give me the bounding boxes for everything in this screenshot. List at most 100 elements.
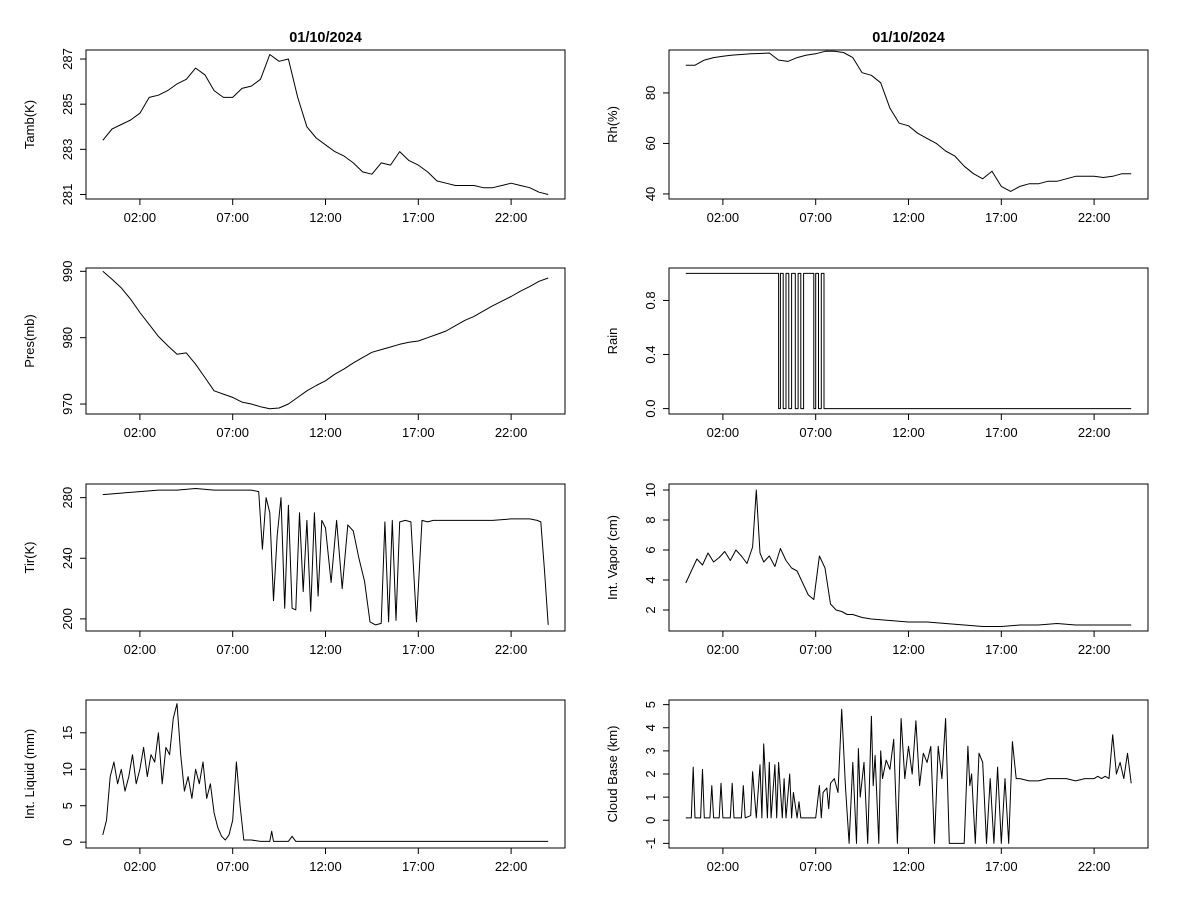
x-tick-label: 02:00	[707, 859, 740, 874]
series-line	[102, 54, 549, 195]
x-tick-label: 17:00	[402, 210, 435, 225]
series-line	[102, 703, 549, 842]
y-tick-label: -1	[643, 838, 658, 850]
plot-frame	[668, 267, 1149, 415]
x-tick-label: 02:00	[707, 210, 740, 225]
x-tick-label: 02:00	[124, 210, 157, 225]
column-title-right: 01/10/2024	[872, 30, 945, 46]
y-tick-label: 8	[643, 516, 658, 523]
x-tick-label: 17:00	[402, 642, 435, 657]
series-line	[685, 50, 1132, 192]
x-tick-label: 07:00	[799, 210, 832, 225]
plot-frame	[668, 483, 1149, 632]
series-line	[102, 270, 549, 410]
y-tick-label: 60	[643, 136, 658, 150]
x-tick-label: 02:00	[124, 425, 157, 440]
y-axis-title: Tir(K)	[22, 541, 37, 573]
y-tick-label: 4	[643, 576, 658, 583]
x-tick-label: 17:00	[985, 210, 1018, 225]
x-tick-label: 07:00	[216, 425, 249, 440]
y-axis-title: Rh(%)	[605, 106, 620, 143]
y-tick-label: 0	[643, 817, 658, 824]
y-axis-title: Int. Vapor (cm)	[605, 515, 620, 600]
x-tick-label: 17:00	[985, 425, 1018, 440]
x-tick-label: 07:00	[216, 210, 249, 225]
y-tick-label: 970	[60, 393, 75, 415]
x-tick-label: 22:00	[495, 859, 528, 874]
panel-1: 02:00 07:00 12:00 17:00 22:00 40 60 80 Rh(%)	[605, 49, 1149, 225]
x-tick-label: 22:00	[1078, 425, 1111, 440]
x-tick-label: 17:00	[985, 859, 1018, 874]
panel-5: 02:00 07:00 12:00 17:00 22:00 2 4 6 8 10 Int. Vapo…	[605, 483, 1149, 657]
x-tick-label: 07:00	[216, 859, 249, 874]
x-tick-label: 12:00	[309, 642, 342, 657]
y-tick-label: 285	[60, 93, 75, 115]
x-tick-label: 17:00	[402, 859, 435, 874]
y-axis-title: Tamb(K)	[22, 100, 37, 149]
plot-frame	[85, 699, 566, 849]
y-tick-label: 1	[643, 794, 658, 801]
y-axis-title: Rain	[605, 328, 620, 355]
y-tick-label: 2	[643, 770, 658, 777]
y-tick-label: 980	[60, 327, 75, 349]
y-tick-label: 40	[643, 187, 658, 201]
x-tick-label: 22:00	[495, 642, 528, 657]
x-tick-label: 07:00	[799, 859, 832, 874]
y-axis-title: Int. Liquid (mm)	[22, 729, 37, 819]
x-tick-label: 02:00	[124, 642, 157, 657]
x-tick-label: 22:00	[495, 210, 528, 225]
series-line	[102, 488, 549, 626]
y-tick-label: 240	[60, 547, 75, 569]
plot-frame	[85, 267, 566, 415]
x-tick-label: 12:00	[892, 210, 925, 225]
plot-frame	[85, 49, 566, 200]
series-line	[685, 708, 1132, 844]
y-tick-label: 990	[60, 260, 75, 282]
y-tick-label: 280	[60, 487, 75, 509]
x-tick-label: 17:00	[402, 425, 435, 440]
y-tick-label: 4	[643, 724, 658, 731]
y-tick-label: 200	[60, 608, 75, 630]
x-tick-label: 12:00	[892, 642, 925, 657]
series-line	[685, 272, 1132, 410]
panel-2: 02:00 07:00 12:00 17:00 22:00 970 980 990 Pres(m…	[22, 260, 566, 440]
x-tick-label: 07:00	[216, 642, 249, 657]
x-tick-label: 07:00	[799, 425, 832, 440]
column-title-left: 01/10/2024	[289, 30, 362, 46]
panel-3: 02:00 07:00 12:00 17:00 22:00 0.0 0.4 0.8 Rain	[605, 267, 1149, 440]
y-tick-label: 0.0	[643, 400, 658, 418]
panel-4: 02:00 07:00 12:00 17:00 22:00 200 240 280 Tir(K)	[22, 483, 566, 657]
x-tick-label: 17:00	[985, 642, 1018, 657]
y-tick-label: 10	[60, 762, 75, 776]
y-tick-label: 2	[643, 606, 658, 613]
y-tick-label: 287	[60, 48, 75, 70]
series-line	[685, 489, 1132, 627]
x-tick-label: 12:00	[892, 859, 925, 874]
y-axis-title: Pres(mb)	[22, 314, 37, 367]
x-tick-label: 02:00	[707, 425, 740, 440]
x-tick-label: 12:00	[892, 425, 925, 440]
x-tick-label: 22:00	[1078, 642, 1111, 657]
x-tick-label: 22:00	[495, 425, 528, 440]
y-tick-label: 5	[60, 802, 75, 809]
y-tick-label: 6	[643, 546, 658, 553]
y-tick-label: 0.8	[643, 291, 658, 309]
x-tick-label: 02:00	[707, 642, 740, 657]
y-tick-label: 0.4	[643, 345, 658, 363]
plot-frame	[668, 699, 1149, 849]
y-axis-title: Cloud Base (km)	[605, 726, 620, 823]
plot-frame	[85, 483, 566, 632]
y-tick-label: 10	[643, 483, 658, 497]
panel-6: 02:00 07:00 12:00 17:00 22:00 0 5 10 15 Int. Liqu…	[22, 699, 566, 874]
panel-7: 02:00 07:00 12:00 17:00 22:00 -1 0 1 2 3 4 5 Cloud B…	[605, 699, 1149, 874]
x-tick-label: 22:00	[1078, 210, 1111, 225]
x-tick-label: 22:00	[1078, 859, 1111, 874]
y-tick-label: 15	[60, 726, 75, 740]
panels: 02:00 07:00 12:00 17:00 22:00 2 8 1 283 285 287 Tam…	[22, 48, 1149, 874]
x-tick-label: 12:00	[309, 210, 342, 225]
x-tick-label: 02:00	[124, 859, 157, 874]
x-tick-label: 12:00	[309, 425, 342, 440]
y-tick-label: 283	[60, 138, 75, 160]
y-tick-label: 80	[643, 86, 658, 100]
panel-0: 02:00 07:00 12:00 17:00 22:00 281 283 285 287 Tam…	[22, 48, 566, 225]
